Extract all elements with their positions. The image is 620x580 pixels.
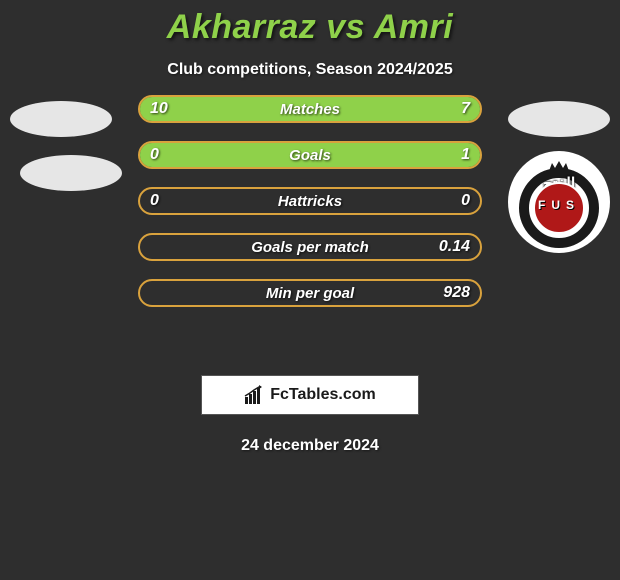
stat-label: Goals per match xyxy=(140,235,480,259)
crown-icon xyxy=(549,158,569,168)
stat-label: Goals xyxy=(140,143,480,167)
stat-bar-goals-per-match: Goals per match 0.14 xyxy=(138,233,482,261)
crest-acronym: FUS xyxy=(513,198,605,212)
brand-text: FcTables.com xyxy=(270,386,376,404)
player-left-badge-1 xyxy=(10,101,112,137)
player-right-badge-1 xyxy=(508,101,610,137)
bar-chart-icon xyxy=(244,385,264,405)
stat-bar-matches: 10 Matches 7 xyxy=(138,95,482,123)
stat-bar-hattricks: 0 Hattricks 0 xyxy=(138,187,482,215)
footer-date: 24 december 2024 xyxy=(0,437,620,455)
stat-label: Matches xyxy=(140,97,480,121)
stat-value-right: 7 xyxy=(461,97,470,121)
stat-value-right: 0 xyxy=(461,189,470,213)
stat-bar-min-per-goal: Min per goal 928 xyxy=(138,279,482,307)
player-left-badge-2 xyxy=(20,155,122,191)
comparison-widget: Akharraz vs Amri Club competitions, Seas… xyxy=(0,0,620,455)
club-crest-right: الفتح FUS xyxy=(508,151,610,253)
stats-column: 10 Matches 7 0 Goals 1 0 Hattricks 0 xyxy=(138,95,482,325)
stat-label: Min per goal xyxy=(140,281,480,305)
stat-label: Hattricks xyxy=(140,189,480,213)
crest-graphic: الفتح FUS xyxy=(513,156,605,248)
page-title: Akharraz vs Amri xyxy=(0,8,620,47)
stat-value-right: 928 xyxy=(443,281,470,305)
brand-box[interactable]: FcTables.com xyxy=(201,375,419,415)
subtitle: Club competitions, Season 2024/2025 xyxy=(0,61,620,79)
content-row: الفتح FUS 10 Matches 7 0 Goals 1 xyxy=(0,107,620,367)
stat-value-right: 1 xyxy=(461,143,470,167)
stat-bar-goals: 0 Goals 1 xyxy=(138,141,482,169)
stat-value-right: 0.14 xyxy=(439,235,470,259)
